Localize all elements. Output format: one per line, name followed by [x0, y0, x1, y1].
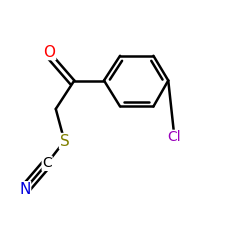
Text: N: N: [19, 182, 30, 197]
Text: S: S: [60, 134, 69, 148]
Text: Cl: Cl: [168, 130, 181, 144]
Text: O: O: [44, 44, 56, 60]
Text: C: C: [42, 156, 52, 170]
